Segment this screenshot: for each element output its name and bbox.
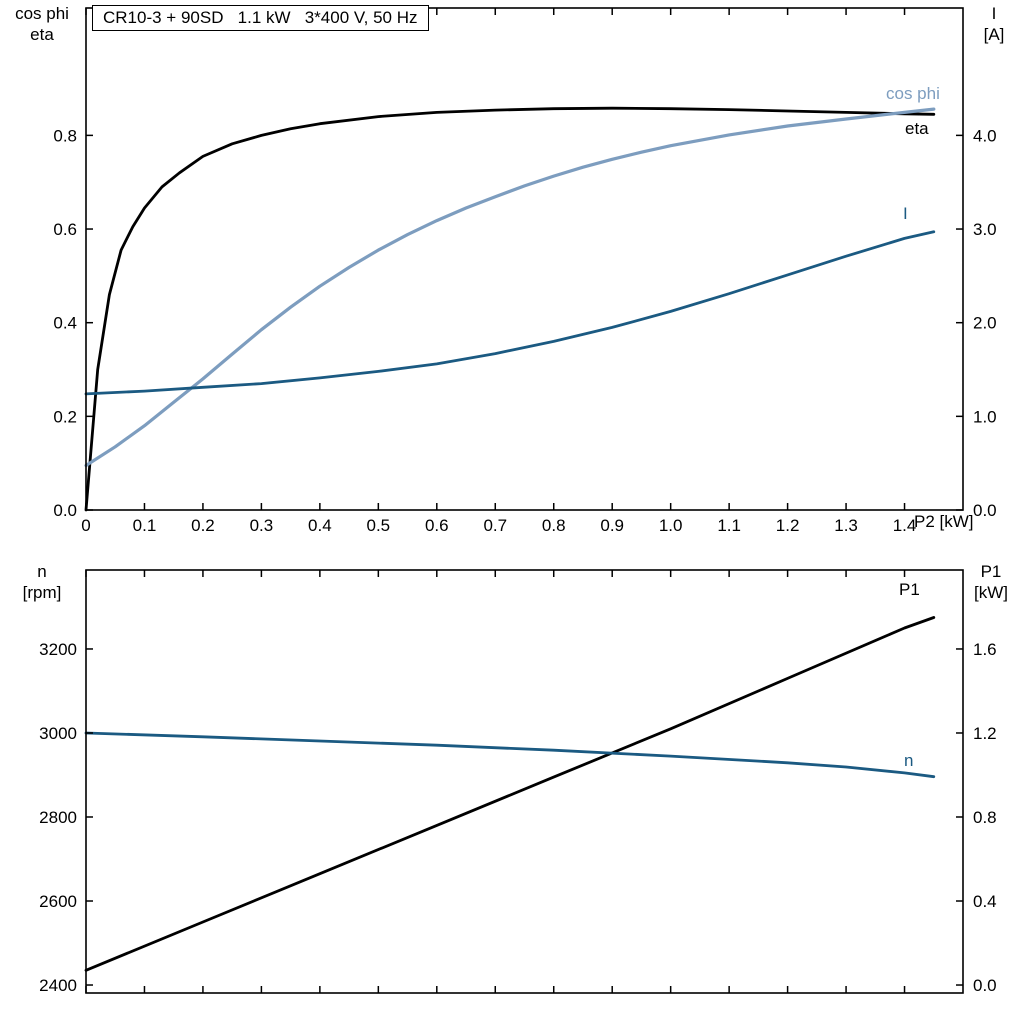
y-tick-label-left: 0.2 bbox=[53, 407, 77, 426]
top-chart-frame bbox=[85, 7, 964, 511]
y-tick-label-right: 0.4 bbox=[973, 892, 997, 911]
p1-axis-label: P1 bbox=[980, 562, 1002, 581]
y-tick-label-left: 0.8 bbox=[53, 126, 77, 145]
x-axis-unit-label: P2 [kW] bbox=[914, 512, 974, 531]
n-curve-label: n bbox=[904, 751, 914, 770]
top-left-axis-title: cos phi eta bbox=[4, 3, 80, 45]
x-tick-label: 1.1 bbox=[717, 516, 741, 535]
y-tick-label-left: 2800 bbox=[39, 808, 77, 827]
speed-axis-label: n bbox=[37, 562, 47, 581]
cos-phi-curve-label: cos phi bbox=[886, 84, 940, 103]
x-tick-label: 1.0 bbox=[659, 516, 683, 535]
chart-title: CR10-3 + 90SD 1.1 kW 3*400 V, 50 Hz bbox=[92, 5, 429, 31]
curve-eta bbox=[84, 106, 936, 512]
y-tick-label-left: 2400 bbox=[39, 976, 77, 995]
y-tick-label-right: 1.6 bbox=[973, 640, 997, 659]
eta-axis-label: eta bbox=[30, 25, 54, 44]
curve-n bbox=[84, 731, 936, 779]
x-tick-label: 0.1 bbox=[133, 516, 157, 535]
y-tick-label-right: 4.0 bbox=[973, 126, 997, 145]
y-tick-label-left: 0.4 bbox=[53, 314, 77, 333]
p1-unit-label: [kW] bbox=[974, 583, 1008, 602]
x-tick-label: 1.2 bbox=[776, 516, 800, 535]
y-tick-label-right: 1.0 bbox=[973, 407, 997, 426]
current-unit-label: [A] bbox=[983, 25, 1005, 44]
speed-unit-label: [rpm] bbox=[22, 583, 62, 602]
y-tick-label-right: 0.0 bbox=[973, 501, 997, 520]
y-tick-label-right: 0.0 bbox=[973, 976, 997, 995]
y-tick-label-left: 3200 bbox=[39, 640, 77, 659]
bottom-chart-frame bbox=[85, 569, 964, 994]
y-tick-label-right: 0.8 bbox=[973, 808, 997, 827]
cos-phi-axis-label: cos phi bbox=[15, 4, 69, 23]
x-tick-label: 0.3 bbox=[250, 516, 274, 535]
y-tick-label-left: 2600 bbox=[39, 892, 77, 911]
x-tick-label: 1.3 bbox=[834, 516, 858, 535]
y-tick-label-left: 3000 bbox=[39, 724, 77, 743]
bottom-right-axis-title: P1 [kW] bbox=[960, 561, 1022, 603]
x-tick-label: 1.4 bbox=[893, 516, 917, 535]
p1-curve-label: P1 bbox=[899, 580, 920, 599]
current-axis-label: I bbox=[991, 4, 997, 23]
y-tick-label-left: 0.0 bbox=[53, 501, 77, 520]
x-tick-label: 0.8 bbox=[542, 516, 566, 535]
top-right-axis-title: I [A] bbox=[966, 3, 1022, 45]
curve-cos_phi bbox=[84, 107, 936, 468]
y-tick-label-left: 0.6 bbox=[53, 220, 77, 239]
eta-curve-label: eta bbox=[905, 119, 929, 138]
y-tick-label-right: 3.0 bbox=[973, 220, 997, 239]
curve-current bbox=[84, 230, 936, 396]
x-tick-label: 0.2 bbox=[191, 516, 215, 535]
x-tick-label: 0.5 bbox=[367, 516, 391, 535]
y-tick-label-right: 2.0 bbox=[973, 314, 997, 333]
y-tick-label-right: 1.2 bbox=[973, 724, 997, 743]
current-curve-label: I bbox=[903, 204, 908, 223]
x-tick-label: 0 bbox=[81, 516, 90, 535]
x-tick-label: 0.4 bbox=[308, 516, 332, 535]
x-tick-label: 0.6 bbox=[425, 516, 449, 535]
curve-p1 bbox=[84, 616, 936, 972]
x-tick-label: 0.7 bbox=[483, 516, 507, 535]
x-tick-label: 0.9 bbox=[600, 516, 624, 535]
bottom-left-axis-title: n [rpm] bbox=[4, 561, 80, 603]
